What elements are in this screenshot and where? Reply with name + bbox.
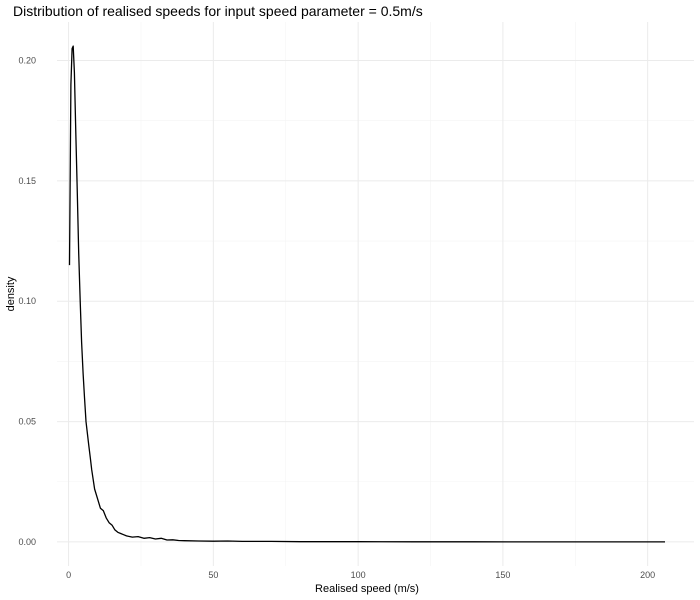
y-axis-title: density	[5, 276, 17, 311]
y-tick-label: 0.15	[18, 176, 36, 186]
x-tick-label: 200	[640, 570, 655, 580]
y-tick-label: 0.20	[18, 56, 36, 66]
density-line	[68, 45, 665, 543]
chart-title: Distribution of realised speeds for inpu…	[13, 3, 423, 19]
y-tick-label: 0.05	[18, 417, 36, 427]
x-tick-label: 0	[66, 570, 71, 580]
series-layer	[68, 45, 665, 543]
y-tick-label: 0.00	[18, 537, 36, 547]
x-axis-title: Realised speed (m/s)	[315, 583, 419, 595]
x-tick-label: 150	[495, 570, 510, 580]
x-tick-label: 50	[208, 570, 218, 580]
axis-ticks: 0 50 100 150 200 0.00 0.05 0.10 0.15 0.20	[18, 56, 655, 580]
grid-lines	[57, 22, 694, 566]
x-tick-label: 100	[351, 570, 366, 580]
y-tick-label: 0.10	[18, 296, 36, 306]
